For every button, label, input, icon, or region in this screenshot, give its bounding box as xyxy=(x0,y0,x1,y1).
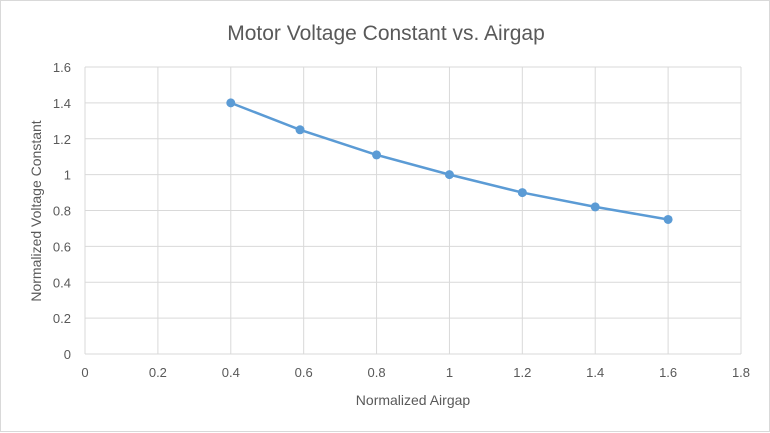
x-tick-label: 0.6 xyxy=(295,365,313,380)
y-axis-label: Normalized Voltage Constant xyxy=(28,120,44,301)
y-tick-label: 1.6 xyxy=(53,60,71,75)
x-tick-label: 0.4 xyxy=(222,365,240,380)
x-tick-label: 0.2 xyxy=(149,365,167,380)
y-tick-label: 0.8 xyxy=(53,204,71,219)
y-tick-label: 0.2 xyxy=(53,311,71,326)
y-tick-label: 0 xyxy=(64,347,71,362)
x-tick-label: 1.6 xyxy=(659,365,677,380)
y-tick-label: 1.2 xyxy=(53,132,71,147)
x-tick-label: 1.4 xyxy=(586,365,604,380)
y-tick-label: 0.6 xyxy=(53,239,71,254)
data-point xyxy=(226,98,236,108)
data-point xyxy=(517,188,527,198)
x-tick-label: 1 xyxy=(446,365,453,380)
gridlines xyxy=(84,66,742,355)
x-tick-label: 0.8 xyxy=(368,365,386,380)
data-point xyxy=(295,125,305,135)
data-point xyxy=(372,150,382,160)
x-axis-label: Normalized Airgap xyxy=(356,392,471,408)
chart-title: Motor Voltage Constant vs. Airgap xyxy=(227,22,545,45)
data-point xyxy=(444,170,454,180)
x-tick-label: 1.8 xyxy=(732,365,750,380)
x-tick-label: 1.2 xyxy=(513,365,531,380)
x-axis-ticks: 0 0.2 0.4 0.6 0.8 1 1.2 1.4 1.6 1.8 xyxy=(81,365,750,380)
y-tick-label: 0.4 xyxy=(53,275,71,290)
x-tick-label: 0 xyxy=(81,365,88,380)
y-tick-label: 1.4 xyxy=(53,96,71,111)
y-tick-label: 1 xyxy=(64,168,71,183)
y-axis-ticks: 0 0.2 0.4 0.6 0.8 1 1.2 1.4 1.6 xyxy=(53,60,71,362)
data-point xyxy=(663,214,673,224)
series xyxy=(226,98,673,224)
data-point xyxy=(590,202,600,212)
